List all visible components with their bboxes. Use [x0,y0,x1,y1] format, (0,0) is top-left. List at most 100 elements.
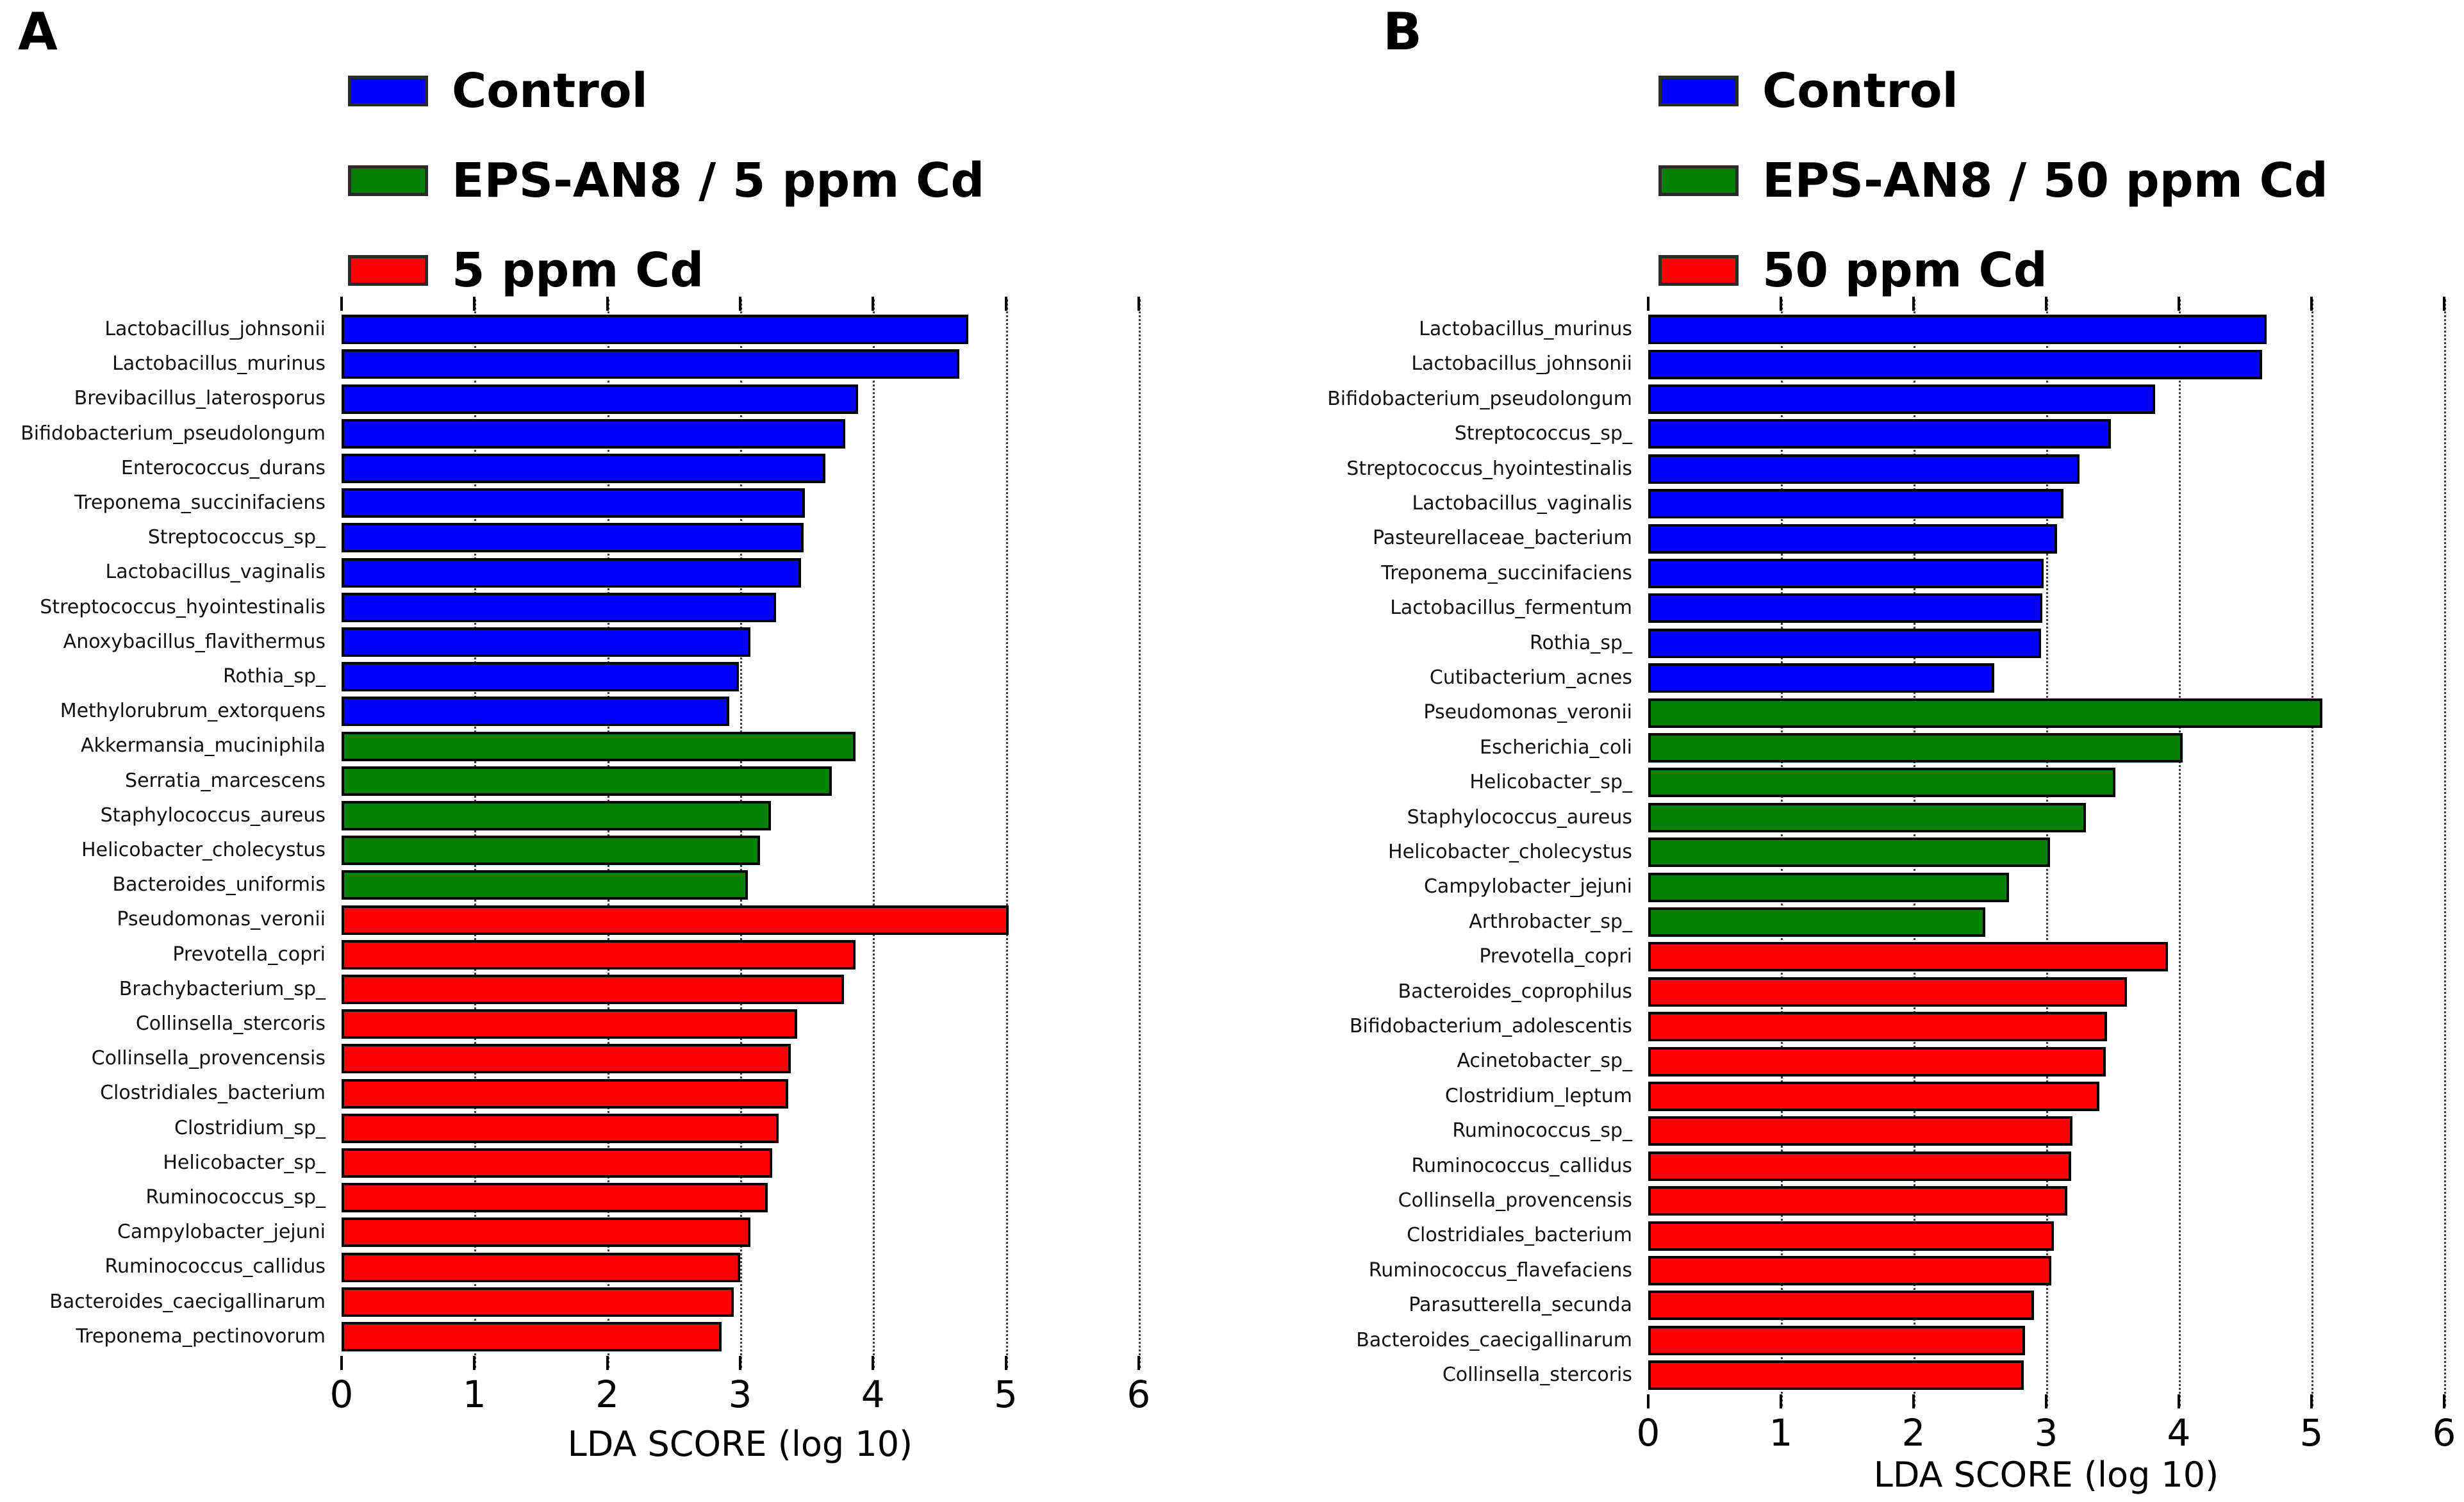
species-label: Campylobacter_jejuni [1423,875,1632,898]
gridline-x6 [2444,299,2446,1407]
species-label: Streptococcus_hyointestinalis [1346,457,1632,480]
species-label: Treponema_succinifaciens [74,491,326,514]
species-label: Pseudomonas_veronii [1423,701,1632,724]
x-axis-top-tick-4 [872,297,875,311]
lda-bar [342,731,856,761]
legend-label: Control [452,63,648,119]
lda-bar [1648,733,2183,763]
lda-bar [342,349,959,379]
x-axis-top-tick-2 [1912,297,1915,311]
lda-bar [1648,838,2051,868]
legend-entry: EPS-AN8 / 50 ppm Cd [1658,136,2328,226]
species-label: Collinsella_provencensis [1398,1189,1632,1212]
species-label: Anoxybacillus_flavithermus [63,630,326,653]
species-label: Helicobacter_cholecystus [1388,841,1632,863]
panel-a-letter: A [18,2,58,62]
lda-bar [1648,489,2063,519]
lda-bar [342,384,859,414]
lda-bar [1648,1360,2024,1391]
lda-bar [1648,1325,2025,1355]
species-label: Staphylococcus_aureus [1407,805,1632,829]
legend-label: 5 ppm Cd [452,243,704,298]
species-label: Clostridium_leptum [1444,1084,1632,1107]
species-label: Bacteroides_coprophilus [1398,980,1632,1003]
legend-entry: 5 ppm Cd [348,226,984,315]
legend-entry: Control [1658,46,2328,136]
lda-bar [1648,315,2267,345]
lda-bar [342,1217,751,1248]
x-axis-top-tick-5 [2310,297,2313,311]
species-label: Lactobacillus_murinus [112,352,326,376]
x-axis-tick-label-0: 0 [1636,1411,1660,1455]
x-axis-tick-label-6: 6 [2432,1411,2456,1455]
legend-label: EPS-AN8 / 50 ppm Cd [1762,153,2328,208]
species-label: Streptococcus_sp_ [1454,422,1632,445]
x-axis-top-tick-0 [340,297,343,311]
lda-bar [1648,1221,2055,1251]
x-axis-title: LDA SCORE (log 10) [567,1424,913,1464]
x-axis-tick-label-4: 4 [861,1373,885,1416]
gridline-x3 [740,299,742,1368]
x-axis-top-tick-6 [1137,297,1140,311]
species-label: Rothia_sp_ [222,665,326,688]
species-label: Treponema_pectinovorum [76,1325,326,1348]
species-label: Methylorubrum_extorquens [60,700,326,723]
lda-bar [1648,454,2080,484]
lda-bar [1648,384,2155,414]
species-label: Arthrobacter_sp_ [1469,910,1632,933]
x-axis-top-tick-0 [1647,297,1650,311]
x-axis-bottom-tick-0 [1647,1394,1650,1409]
x-axis-top-tick-5 [1004,297,1007,311]
species-label: Bacteroides_uniformis [112,873,326,896]
lda-bar [342,315,969,345]
species-label: Collinsella_provencensis [91,1047,326,1070]
panel-a-legend: Control EPS-AN8 / 5 ppm Cd 5 ppm Cd [348,46,984,315]
lda-bar [1648,872,2010,902]
x-axis-bottom-tick-1 [1780,1394,1782,1409]
species-label: Clostridium_sp_ [174,1116,326,1139]
legend-entry: 50 ppm Cd [1658,226,2328,315]
lda-bar [342,1321,722,1351]
x-axis-bottom-tick-6 [1137,1356,1140,1370]
species-label: Parasutterella_secunda [1409,1294,1632,1317]
species-label: Streptococcus_hyointestinalis [40,595,326,618]
x-axis-tick-label-5: 5 [2299,1411,2324,1455]
x-axis-bottom-tick-5 [2310,1394,2313,1409]
gridline-x5 [2311,299,2313,1407]
species-label: Brevibacillus_laterosporus [74,387,326,410]
x-axis-tick-label-4: 4 [2167,1411,2191,1455]
x-axis-tick-label-1: 1 [462,1373,486,1416]
species-label: Ruminococcus_callidus [1411,1154,1633,1177]
species-label: Helicobacter_sp_ [163,1151,326,1174]
lda-bar [342,939,856,970]
x-axis-tick-label-3: 3 [728,1373,752,1416]
x-axis-bottom-tick-2 [1912,1394,1915,1409]
species-label: Lactobacillus_johnsonii [1411,352,1632,376]
legend-entry: Control [348,46,984,136]
species-label: Lactobacillus_johnsonii [104,318,326,340]
x-axis-top-tick-3 [738,297,741,311]
lda-bar [342,1148,772,1178]
x-axis-top-tick-3 [2045,297,2047,311]
species-label: Campylobacter_jejuni [117,1221,326,1244]
species-label: Clostridiales_bacterium [1407,1224,1632,1247]
lda-bar [1648,524,2057,554]
lda-bar [342,1287,734,1317]
x-axis-tick-label-5: 5 [994,1373,1018,1416]
legend-entry: EPS-AN8 / 5 ppm Cd [348,136,984,226]
gridline-x4 [873,299,875,1368]
x-axis-bottom-tick-4 [2178,1394,2180,1409]
species-label: Collinsella_stercoris [1442,1364,1632,1386]
lda-bar [342,1009,798,1039]
panel-a-plot: 0 1 2 3 4 5 6 LDA SCORE (log 10) Lactobacillus_j… [21,297,1180,1462]
x-axis-bottom-tick-1 [473,1356,476,1370]
lda-bar [342,1252,740,1282]
species-label: Ruminococcus_sp_ [145,1186,326,1209]
legend-swatch-eps [1658,165,1739,196]
species-label: Prevotella_copri [1479,945,1632,968]
species-label: Akkermansia_muciniphila [81,734,326,757]
x-axis-tick-label-0: 0 [329,1373,354,1416]
x-axis-top-tick-1 [473,297,476,311]
species-label: Acinetobacter_sp_ [1457,1050,1632,1073]
